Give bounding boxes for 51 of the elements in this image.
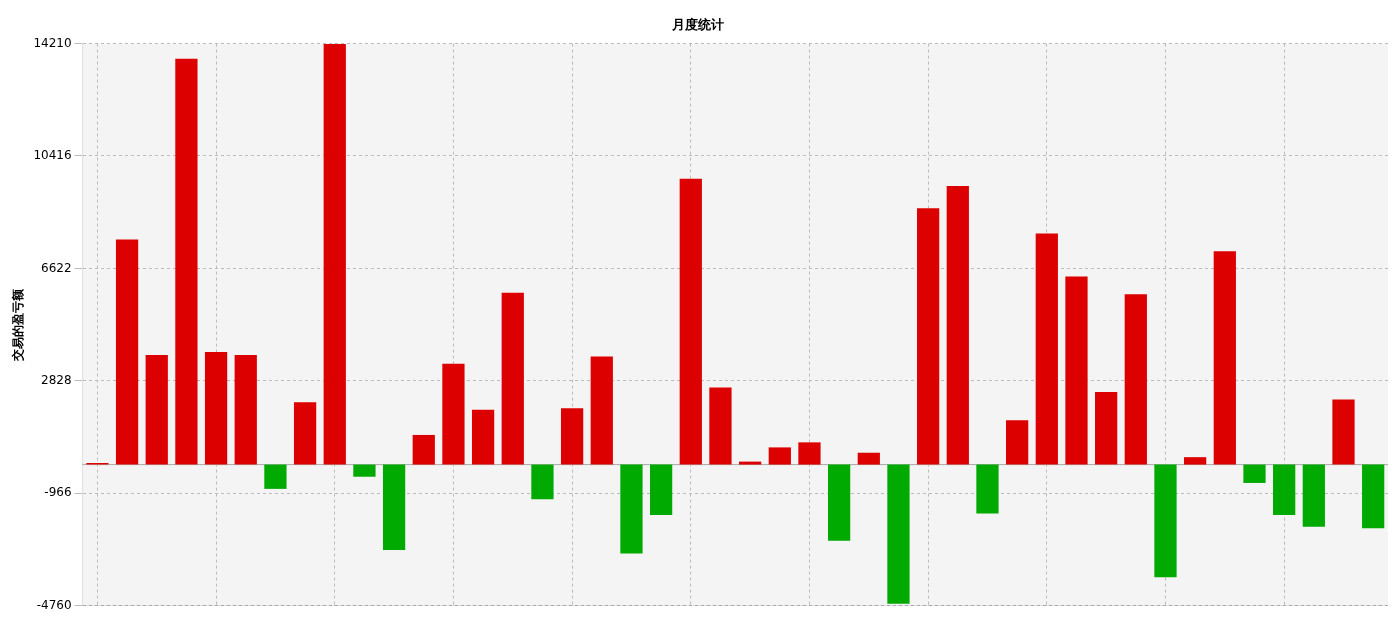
bar <box>917 208 940 465</box>
bar <box>501 292 524 465</box>
bar <box>1124 294 1147 465</box>
bar <box>828 464 851 541</box>
y-tick-label: -966 <box>44 485 72 500</box>
bar <box>323 43 346 465</box>
bar <box>590 356 613 465</box>
bar <box>946 186 969 465</box>
y-tick-label: 2828 <box>41 372 72 387</box>
bar <box>1184 457 1207 465</box>
y-tick-label: 14210 <box>33 35 72 50</box>
bar <box>1273 464 1296 515</box>
bar <box>768 447 791 465</box>
bar <box>1065 276 1088 465</box>
bar <box>115 239 139 465</box>
bar <box>1332 399 1355 465</box>
bar <box>1006 420 1029 465</box>
bar <box>1035 233 1058 465</box>
chart-title: 月度统计 <box>671 17 724 33</box>
bar <box>857 452 880 465</box>
bar <box>204 352 228 465</box>
bar <box>620 464 643 554</box>
bar <box>709 387 732 465</box>
y-tick-label: 10416 <box>33 148 72 163</box>
y-tick-label: -4760 <box>36 597 72 612</box>
bar <box>798 442 821 465</box>
bar <box>1302 464 1325 527</box>
bar <box>382 464 406 550</box>
bar <box>293 402 317 465</box>
bar <box>679 178 702 465</box>
bar <box>1362 464 1385 529</box>
bar <box>412 434 435 465</box>
bar <box>264 464 287 489</box>
bar <box>649 464 673 515</box>
bar <box>1243 464 1266 483</box>
bar <box>471 409 495 465</box>
bar <box>560 408 584 465</box>
bar <box>531 464 554 500</box>
bar <box>145 354 168 465</box>
bar <box>1154 464 1177 578</box>
bar <box>353 464 376 477</box>
y-tick-label: 6622 <box>41 260 72 275</box>
y-axis-title: 交易的盈亏额 <box>11 287 26 362</box>
bar <box>739 461 762 465</box>
bar <box>887 464 910 604</box>
bar <box>1213 251 1236 465</box>
bar <box>442 363 465 465</box>
bar <box>976 464 999 514</box>
bar <box>234 354 257 465</box>
bar <box>1095 392 1118 465</box>
bar <box>175 58 198 465</box>
